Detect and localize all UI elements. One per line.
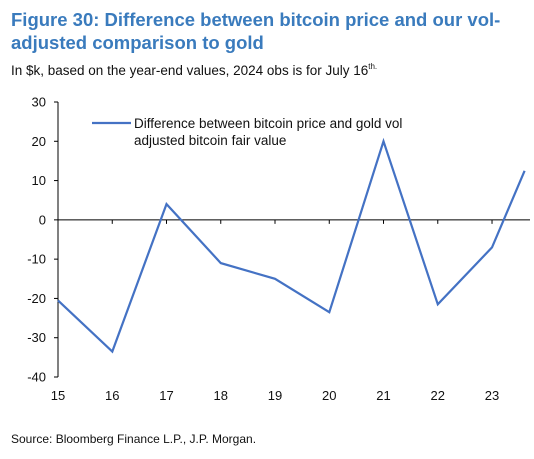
x-tick-label: 18 [214,388,228,403]
figure-subtitle: In $k, based on the year-end values, 202… [11,58,526,80]
y-axis-ticks: 30 20 10 0 -10 -20 -30 -40 [27,95,58,385]
x-tick-label: 15 [51,388,65,403]
x-tick-label: 21 [376,388,390,403]
y-tick-label: 0 [39,212,46,227]
series-lines [57,137,526,354]
y-tick-label: -10 [27,252,46,267]
x-tick-label: 22 [431,388,445,403]
y-tick-label: -30 [27,330,46,345]
x-tick-label: 20 [322,388,336,403]
y-tick-label: 20 [32,134,46,149]
x-tick-label: 23 [485,388,499,403]
legend-label-line: Difference between bitcoin price and gol… [134,116,402,131]
y-tick-label: 10 [32,173,46,188]
x-tick-label: 19 [268,388,282,403]
legend-label-line: adjusted bitcoin fair value [134,133,286,148]
chart-legend: Difference between bitcoin price and gol… [92,116,402,148]
x-tick-label: 17 [159,388,173,403]
y-tick-label: 30 [32,95,46,110]
x-tick-label: 16 [105,388,119,403]
chart-axes [57,102,530,377]
x-axis-ticks: 15 16 17 18 19 20 21 22 23 [51,219,499,403]
series-line [57,137,526,354]
subtitle-text: In $k, based on the year-end values, 202… [11,63,369,78]
source-note: Source: Bloomberg Finance L.P., J.P. Mor… [11,432,257,446]
y-tick-label: -20 [27,291,46,306]
y-tick-label: -40 [27,370,46,385]
figure-title: Figure 30: Difference between bitcoin pr… [11,9,501,53]
subtitle-superscript: th. [368,62,378,71]
legend-label: Difference between bitcoin price and gol… [134,116,402,148]
